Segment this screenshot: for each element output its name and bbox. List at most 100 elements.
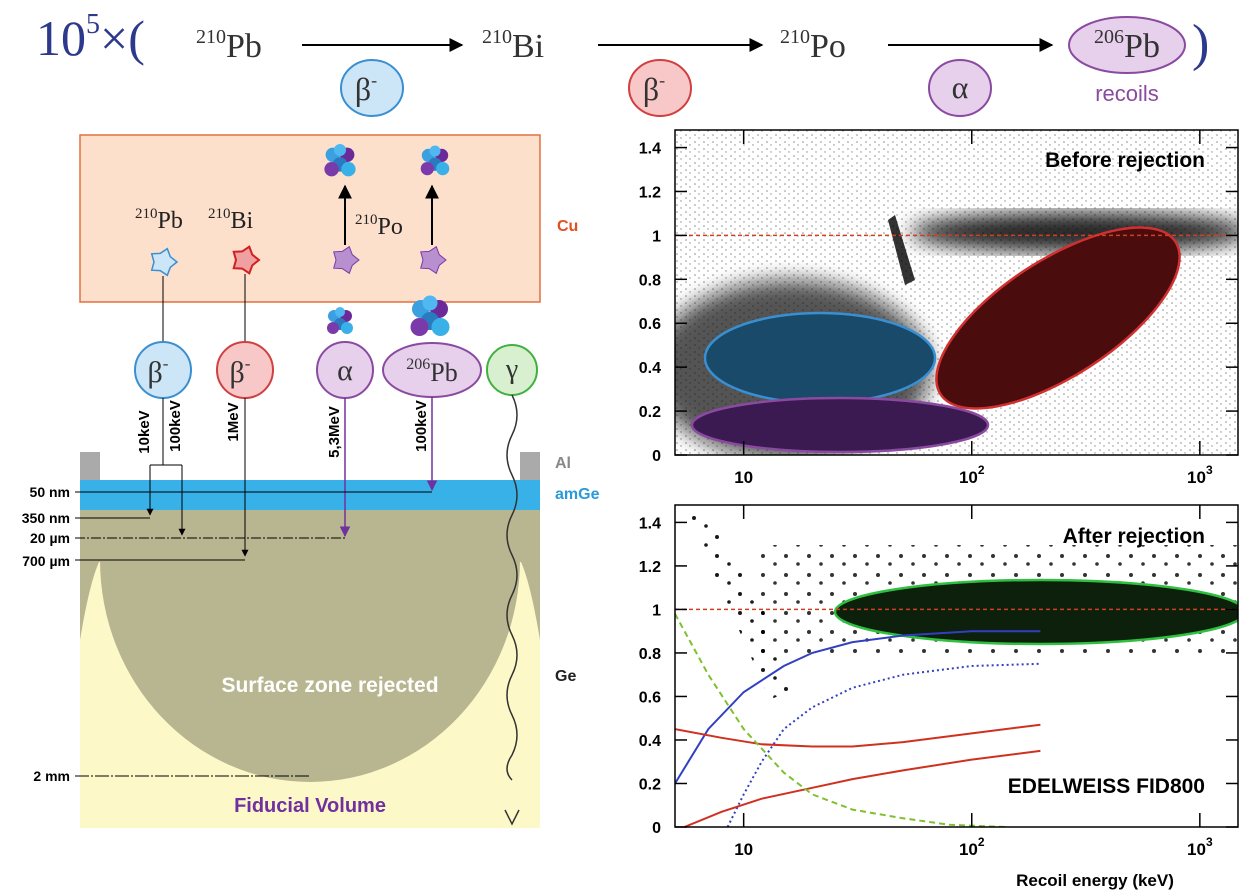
atom-cluster: [324, 144, 356, 177]
mass: 206: [406, 356, 430, 373]
particle-label: β-: [148, 354, 169, 389]
energy-label: 100keV: [167, 400, 184, 452]
symbol: β: [148, 356, 163, 389]
surface-bowl: [100, 560, 520, 782]
energy-label: 5,3MeV: [326, 406, 343, 458]
y-tick-label: 1.2: [639, 184, 661, 201]
base: 10: [36, 10, 86, 66]
series-group: [675, 613, 1041, 827]
charge: -: [371, 70, 377, 90]
charge: -: [163, 354, 169, 373]
depth-label: 350 nm: [22, 510, 70, 526]
atom-cluster: [327, 307, 353, 334]
step: 210Bi: [482, 26, 544, 65]
depth-label: 700 µm: [22, 553, 70, 569]
amge-layer: [80, 480, 540, 510]
atom-cluster: [410, 295, 450, 336]
curve: [675, 723, 1041, 748]
x-tick-label: 10: [734, 468, 753, 487]
tick-base: 10: [959, 840, 978, 859]
mass: 210: [208, 206, 231, 222]
cu-label: Cu: [557, 218, 578, 235]
decay-circle: [628, 59, 692, 117]
cloud-top: [675, 130, 1238, 455]
decay-circle: [340, 59, 404, 117]
plot-frame: [674, 129, 1239, 456]
curve: [684, 749, 1041, 827]
amge-label: amGe: [555, 486, 600, 503]
particle: [486, 344, 538, 396]
symbol: Pb: [430, 358, 457, 387]
tick-base: 10: [1187, 468, 1206, 487]
y-tick-label: 1: [652, 228, 661, 245]
depth-label: 2 mm: [33, 768, 70, 784]
tick-exponent: 3: [1206, 835, 1213, 849]
y-tick-label: 0: [652, 448, 661, 465]
detector-diagram: Cu 210Pb 210Bi 210Po Al amGe Ge Surface …: [22, 134, 600, 828]
step: 210Pb: [196, 26, 262, 65]
mass: 210: [196, 26, 226, 48]
annotation: EDELWEISS FID800: [1008, 775, 1205, 798]
annotation: After rejection: [1063, 525, 1205, 548]
al-pad: [80, 452, 100, 480]
decay-chain: 105×( 210Pb 210Bi 210Po 206Pb ) recoils …: [36, 9, 1209, 117]
y-tick-label: 0.6: [639, 316, 661, 333]
x-tick-label: 102: [959, 463, 985, 487]
beta-region: [703, 311, 937, 405]
depth-label: 50 nm: [30, 484, 70, 500]
recoil-ellipse: [1068, 16, 1186, 74]
particle-label: α: [337, 354, 353, 387]
atom-cluster: [420, 145, 450, 176]
source: 210Po: [355, 212, 403, 240]
depth-label: 20 µm: [30, 530, 70, 546]
step: 210Po: [780, 26, 846, 65]
exponent: 5: [86, 9, 100, 40]
x-tick-label: 102: [959, 835, 985, 859]
y-tick-label: 0.2: [639, 404, 661, 421]
charge: -: [659, 70, 665, 90]
symbol: Pb: [226, 28, 262, 65]
tick-base: 10: [1187, 840, 1206, 859]
curve: [726, 662, 1041, 827]
cloud-bottom: [690, 505, 1238, 700]
symbol: Bi: [231, 208, 254, 234]
y-tick-label: 0: [652, 820, 661, 837]
nuclear-region: [833, 578, 1238, 646]
y-tick-label: 1: [652, 602, 661, 619]
mass: 210: [780, 26, 810, 48]
mass: 206: [1094, 26, 1124, 48]
ge-label: Ge: [555, 668, 576, 685]
y-tick-label: 0.6: [639, 689, 661, 706]
cu-box: [79, 134, 541, 303]
energy-label: 1MeV: [225, 402, 242, 441]
particle-label: β-: [230, 354, 251, 389]
mass: 210: [482, 26, 512, 48]
particle-label: 206Pb: [406, 356, 457, 387]
y-tick-label: 0.8: [639, 272, 661, 289]
decay: β-: [643, 70, 665, 107]
streak: [888, 215, 915, 285]
tick-exponent: 3: [1206, 463, 1213, 477]
al-pad: [520, 452, 540, 480]
y-tick-label: 0.8: [639, 646, 661, 663]
decay: β-: [355, 70, 377, 107]
y-tick-label: 1.2: [639, 559, 661, 576]
recoil-region: [935, 226, 1181, 410]
al-label: Al: [555, 455, 571, 472]
energy-label: 10keV: [136, 410, 153, 453]
decay-circle: [928, 59, 992, 117]
tick-exponent: 2: [978, 463, 985, 477]
energy-label: 100keV: [413, 400, 430, 452]
x-tick-label: 103: [1187, 463, 1213, 487]
fiducial-label: Fiducial Volume: [234, 795, 386, 817]
tick-exponent: 2: [978, 835, 985, 849]
surface-layer: [80, 510, 540, 562]
annotation: Before rejection: [1045, 149, 1205, 172]
x-axis-label: Recoil energy (keV): [1016, 871, 1174, 890]
symbol: β: [230, 356, 245, 389]
arrow: [504, 809, 520, 826]
decay: α: [952, 69, 969, 105]
close-paren: ): [1192, 15, 1209, 72]
curve: [675, 630, 1041, 785]
